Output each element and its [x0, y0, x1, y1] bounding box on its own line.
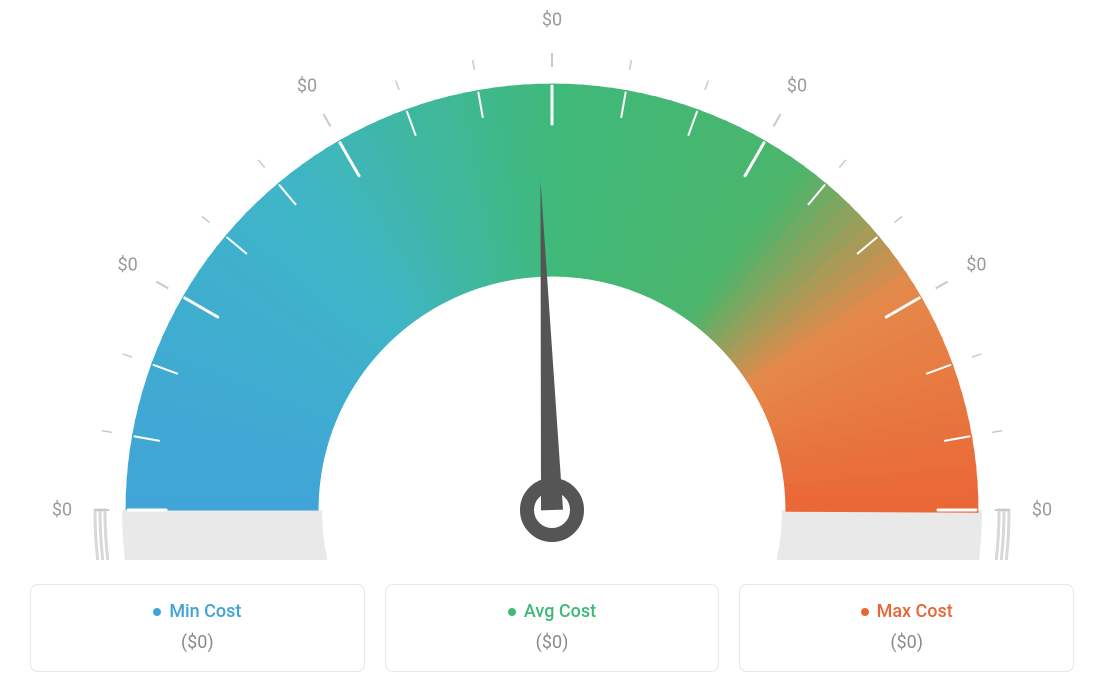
legend-dot-min [153, 608, 161, 616]
legend-row: Min Cost ($0) Avg Cost ($0) Max Cost ($0… [30, 584, 1074, 673]
legend-label-avg: Avg Cost [524, 601, 596, 622]
legend-value-max: ($0) [752, 632, 1061, 653]
scale-label: $0 [118, 255, 138, 276]
legend-title-max: Max Cost [861, 601, 953, 622]
legend-value-min: ($0) [43, 632, 352, 653]
scale-label: $0 [1032, 500, 1052, 521]
scale-label: $0 [542, 10, 562, 31]
scale-label: $0 [297, 75, 317, 96]
legend-title-avg: Avg Cost [508, 601, 596, 622]
legend-dot-avg [508, 608, 516, 616]
gauge-container: $0 $0 $0 $0 $0 $0 $0 [0, 0, 1104, 560]
legend-dot-max [861, 608, 869, 616]
legend-label-min: Min Cost [169, 601, 241, 622]
gauge-svg [0, 0, 1104, 560]
legend-card-max: Max Cost ($0) [739, 584, 1074, 673]
legend-value-avg: ($0) [398, 632, 707, 653]
legend-card-min: Min Cost ($0) [30, 584, 365, 673]
scale-label: $0 [787, 75, 807, 96]
legend-title-min: Min Cost [153, 601, 241, 622]
scale-label: $0 [966, 255, 986, 276]
legend-card-avg: Avg Cost ($0) [385, 584, 720, 673]
legend-label-max: Max Cost [877, 601, 953, 622]
scale-label: $0 [52, 500, 72, 521]
